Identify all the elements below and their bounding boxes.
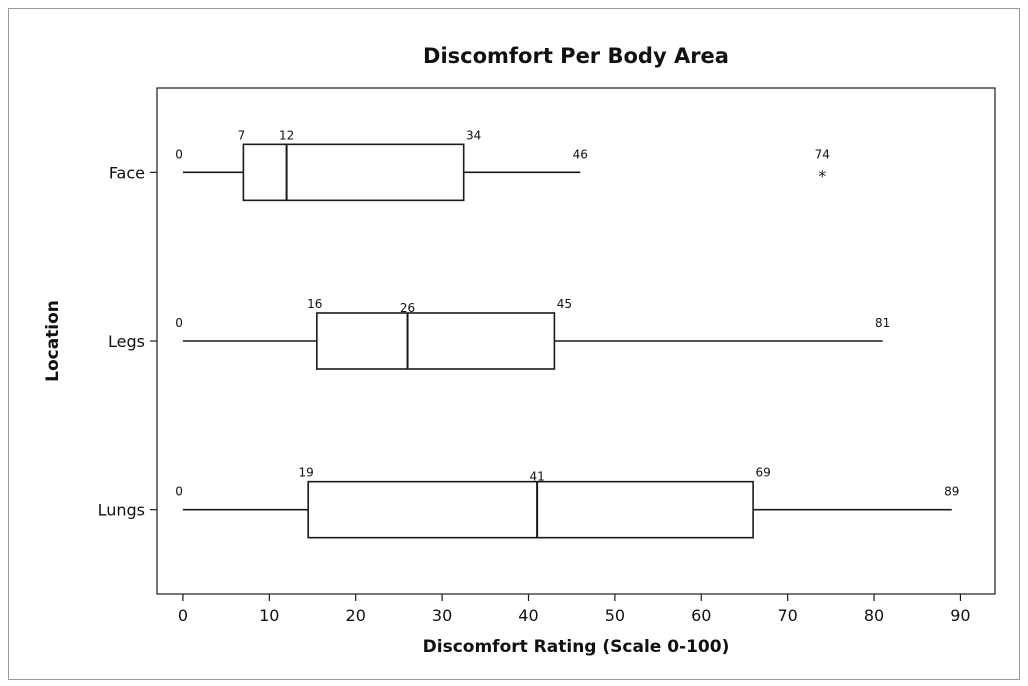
median-label-legs: 26	[400, 301, 415, 315]
y-axis-label: Location	[43, 300, 63, 382]
q3-label-lungs: 69	[755, 466, 770, 480]
x-axis-ticks: 0 10 20 30 40 50 60 70 80 90	[178, 594, 971, 625]
iqr-box-face	[242, 143, 465, 202]
max-label-face: 46	[573, 147, 588, 161]
outlier-point-face: *	[818, 166, 826, 185]
min-label-face: 0	[175, 147, 183, 161]
x-tick-label: 40	[518, 606, 538, 625]
x-tick-label: 10	[259, 606, 279, 625]
outlier-label-face: 74	[815, 147, 830, 161]
x-axis-label: Discomfort Rating (Scale 0-100)	[423, 637, 730, 657]
min-label-lungs: 0	[175, 485, 183, 499]
q3-label-face: 34	[466, 128, 481, 142]
boxes-group: * 74 0 7 12 34 46 0 16 26 45 81 0 19 41 69 89	[175, 128, 959, 539]
x-tick-label: 70	[777, 606, 797, 625]
iqr-box-lungs	[307, 480, 754, 539]
y-category-label: Legs	[108, 332, 145, 351]
box-legs: 0 16 26 45 81	[175, 297, 890, 370]
iqr-box-legs	[316, 312, 556, 370]
median-label-lungs: 41	[529, 470, 544, 484]
box-face: * 74 0 7 12 34 46	[175, 128, 830, 202]
y-category-label: Lungs	[98, 501, 145, 520]
x-tick-label: 80	[864, 606, 884, 625]
x-tick-label: 60	[691, 606, 711, 625]
q1-label-face: 7	[238, 128, 246, 142]
max-label-legs: 81	[875, 316, 890, 330]
x-tick-label: 90	[950, 606, 970, 625]
q1-label-legs: 16	[307, 297, 322, 311]
box-lungs: 0 19 41 69 89	[175, 466, 959, 539]
x-tick-label: 20	[346, 606, 366, 625]
y-category-label: Face	[109, 163, 145, 182]
x-tick-label: 30	[432, 606, 452, 625]
median-label-face: 12	[279, 128, 294, 142]
chart-title: Discomfort Per Body Area	[423, 44, 729, 68]
x-tick-label: 50	[605, 606, 625, 625]
q1-label-lungs: 19	[299, 466, 314, 480]
q3-label-legs: 45	[557, 297, 572, 311]
y-axis-ticks: Face Legs Lungs	[98, 163, 157, 520]
min-label-legs: 0	[175, 316, 183, 330]
max-label-lungs: 89	[944, 485, 959, 499]
x-tick-label: 0	[178, 606, 188, 625]
